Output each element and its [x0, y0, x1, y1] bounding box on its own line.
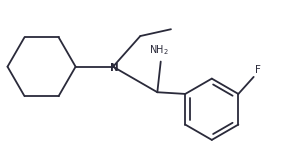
- Text: F: F: [255, 65, 261, 75]
- Text: NH$_2$: NH$_2$: [149, 44, 169, 57]
- Text: N: N: [110, 63, 119, 73]
